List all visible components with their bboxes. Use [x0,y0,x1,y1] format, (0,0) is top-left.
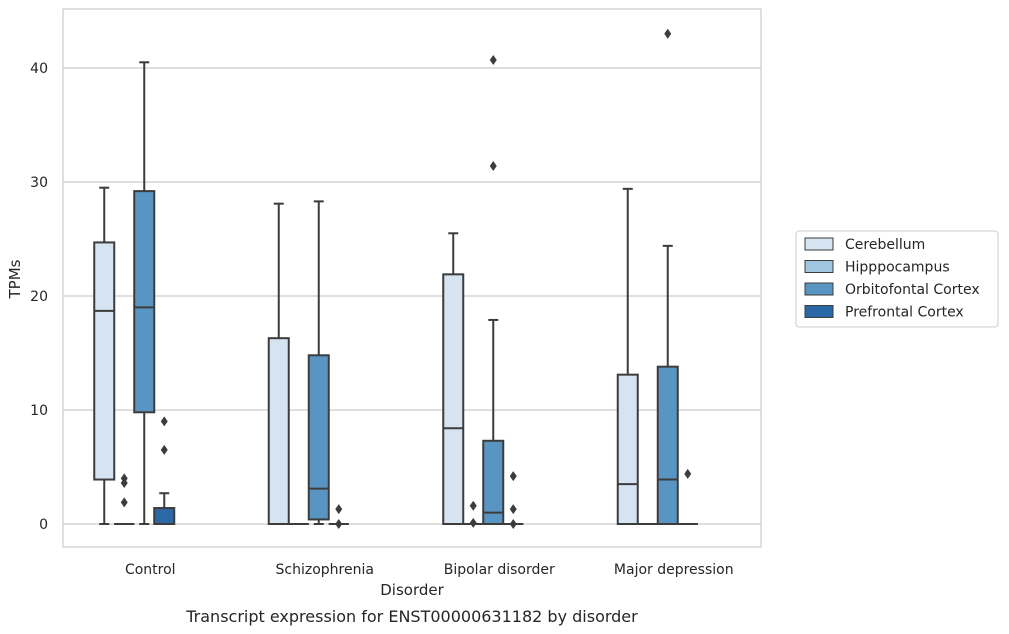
y-tick-label: 20 [30,289,48,305]
outlier-point [684,468,692,479]
iqr-box [616,373,639,525]
x-axis-title: Disorder [380,581,444,599]
box-orbitofontal-cortex [482,55,505,525]
box-cerebellum [616,187,639,525]
y-axis-title: TPMs [6,259,24,299]
legend-label: Cerebellum [845,237,925,253]
iqr-box [267,337,290,525]
outlier-point [469,517,477,528]
legend-label: Orbitofontal Cortex [845,282,980,298]
iqr-box [307,354,330,521]
y-tick-label: 30 [30,175,48,191]
box-orbitofontal-cortex [656,28,679,525]
outlier-point [489,55,497,66]
outlier-point [509,519,517,529]
outlier-point [509,471,517,482]
legend-swatch [804,282,834,296]
box-prefrontal-cortex [328,504,349,529]
box-prefrontal-cortex [153,416,176,526]
box-layer [93,28,698,529]
legend-label: Hipppocampus [845,260,950,276]
box-hipppocampus [463,500,484,528]
outlier-point [160,444,168,455]
outlier-point [160,416,168,427]
outlier-point [120,473,128,484]
outlier-point [489,161,497,172]
iqr-box [442,273,465,525]
box-cerebellum [442,232,465,525]
outlier-point [335,504,343,515]
iqr-box [656,365,679,525]
box-hipppocampus [114,473,135,525]
box-cerebellum [267,202,290,525]
chart-caption: Transcript expression for ENST0000063118… [185,607,638,626]
box-orbitofontal-cortex [133,61,156,525]
grid-lines [63,67,761,525]
outlier-point [664,28,672,39]
legend-swatch [804,305,834,318]
legend-swatch [804,260,834,273]
legend-frame [795,230,999,328]
outlier-point [469,500,477,511]
x-tick-label: Bipolar disorder [444,562,555,578]
plot-area-frame [62,8,762,548]
outlier-point [120,497,128,508]
x-tick-label: Schizophrenia [276,562,374,578]
outlier-point [509,504,517,515]
x-tick-label: Control [125,562,176,578]
box-cerebellum [93,186,116,525]
iqr-box [482,439,505,525]
legend: Cerebellum Hipppocampus Orbitofontal Corte… [795,230,999,328]
x-tick-label: Major depression [614,562,734,578]
iqr-box [93,241,116,481]
box-orbitofontal-cortex [307,200,330,525]
iqr-box [153,507,176,526]
tick-labels: 0 10 20 30 40 Control Schizophrenia Bipolar dis… [30,61,733,578]
box-prefrontal-cortex [677,468,698,525]
iqr-box [133,190,156,414]
legend-swatch [804,237,834,251]
y-tick-label: 0 [39,517,48,533]
y-tick-label: 10 [30,403,48,419]
legend-label: Prefrontal Cortex [845,305,964,321]
outlier-point [335,519,343,529]
box-prefrontal-cortex [503,471,524,529]
y-tick-label: 40 [30,61,48,77]
